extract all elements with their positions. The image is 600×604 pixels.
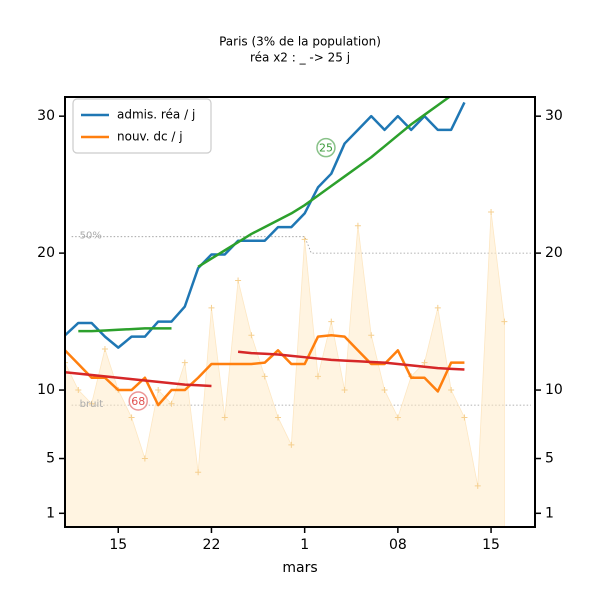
area-marker [101,345,108,352]
y2-tick-label: 10 [545,382,563,398]
x-tick-label: 1 [300,537,309,553]
area-marker [208,304,215,311]
legend-label: admis. réa / j [117,108,195,122]
area-marker [434,304,441,311]
area-marker [288,441,295,448]
area-marker [314,373,321,380]
series-line [65,101,466,349]
area-marker [461,414,468,421]
y-tick-label: 10 [37,382,55,398]
x-axis-label: mars [282,560,317,576]
y-tick-label: 1 [46,505,55,521]
reference-label: 50% [80,231,102,242]
reference-line [71,236,532,254]
x-tick-label: 15 [109,537,127,553]
x-tick-label: 22 [203,537,221,553]
area-marker [168,400,175,407]
area-marker [275,414,282,421]
y-tick-label: 20 [37,245,55,261]
area-marker [354,222,361,229]
y2-tick-label: 1 [545,505,554,521]
area-marker [65,359,68,366]
frame [64,96,536,528]
area-marker [301,236,308,243]
area-marker [421,359,428,366]
y2-tick-label: 30 [545,108,563,124]
series-line [65,334,465,407]
area-marker [394,414,401,421]
area-marker [128,414,135,421]
area-marker [155,387,162,394]
area [65,211,505,527]
area-marker [328,318,335,325]
plot-area [65,97,532,527]
area-marker [474,482,481,489]
series-line [65,350,465,388]
x-tick-label: 08 [389,537,407,553]
x-tick-label: 15 [482,537,500,553]
area-marker [488,209,495,216]
legend-box [72,98,212,154]
y-tick-label: 5 [46,451,55,467]
area-marker [141,455,148,462]
area-marker [235,277,242,284]
area-marker [368,332,375,339]
area-marker [448,387,455,394]
area-marker [501,318,508,325]
area-marker [181,359,188,366]
annotation-circle [128,391,148,411]
area-marker [261,373,268,380]
y2-tick-label: 20 [545,245,563,261]
area-marker [195,469,202,476]
area-marker [75,387,82,394]
y-tick-label: 30 [37,108,55,124]
reference-label: bruit [80,399,104,410]
chart-subtitle: réa x2 : _ -> 25 j [250,51,350,65]
area-marker [221,414,228,421]
y2-tick-label: 5 [545,451,554,467]
area-marker [248,332,255,339]
area-marker [88,400,95,407]
annotation-circle [316,137,336,158]
annotation-text: 25 [319,142,333,155]
chart-title: Paris (3% de la population) [219,35,381,49]
area-marker [381,387,388,394]
area-marker [341,387,348,394]
annotation-text: 68 [131,395,145,408]
series-line [78,97,452,333]
legend-label: nouv. dc / j [117,130,183,144]
